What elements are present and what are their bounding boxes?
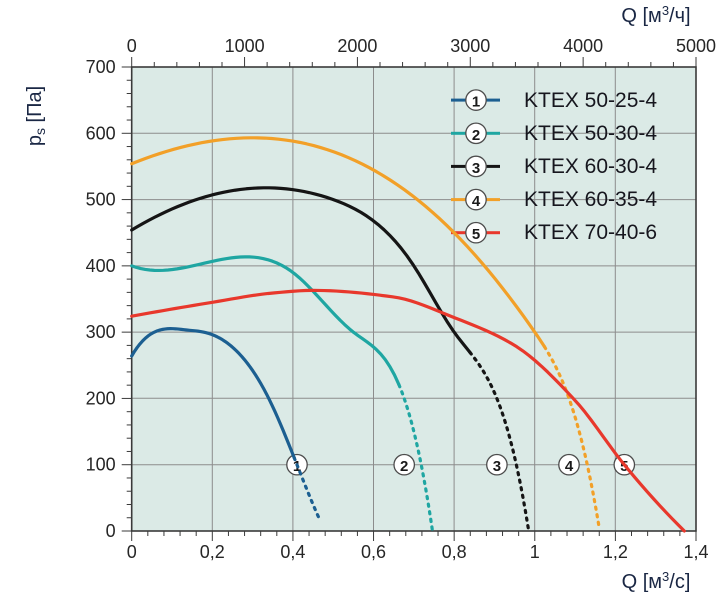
svg-text:4: 4 — [565, 458, 574, 475]
svg-text:1,2: 1,2 — [603, 542, 628, 562]
svg-text:Q [м3/ч]: Q [м3/ч] — [621, 3, 690, 27]
svg-text:1: 1 — [472, 94, 480, 111]
svg-text:4: 4 — [472, 193, 481, 210]
svg-text:0: 0 — [127, 542, 137, 562]
svg-text:0,2: 0,2 — [200, 542, 225, 562]
svg-text:300: 300 — [86, 322, 116, 342]
svg-text:0: 0 — [106, 521, 116, 541]
svg-text:5000: 5000 — [676, 36, 716, 56]
svg-text:700: 700 — [86, 57, 116, 77]
svg-text:KTEX 50-25-4: KTEX 50-25-4 — [524, 89, 657, 112]
svg-text:400: 400 — [86, 256, 116, 276]
svg-text:0: 0 — [127, 36, 137, 56]
svg-text:KTEX 60-30-4: KTEX 60-30-4 — [524, 155, 657, 178]
svg-text:200: 200 — [86, 388, 116, 408]
svg-text:0,4: 0,4 — [280, 542, 305, 562]
svg-text:KTEX 60-35-4: KTEX 60-35-4 — [524, 188, 657, 211]
svg-text:Q [м3/с]: Q [м3/с] — [622, 569, 691, 593]
svg-text:2000: 2000 — [337, 36, 377, 56]
svg-text:KTEX 70-40-6: KTEX 70-40-6 — [524, 221, 657, 244]
svg-text:5: 5 — [472, 226, 480, 243]
svg-text:0,8: 0,8 — [442, 542, 467, 562]
svg-text:0,6: 0,6 — [361, 542, 386, 562]
svg-text:3000: 3000 — [450, 36, 490, 56]
svg-text:3: 3 — [493, 458, 501, 475]
svg-text:2: 2 — [472, 127, 480, 144]
svg-text:ps [Пa]: ps [Пa] — [24, 86, 48, 146]
svg-text:4000: 4000 — [563, 36, 603, 56]
svg-text:KTEX 50-30-4: KTEX 50-30-4 — [524, 122, 657, 145]
svg-text:500: 500 — [86, 190, 116, 210]
svg-text:1000: 1000 — [225, 36, 265, 56]
svg-text:2: 2 — [400, 458, 408, 475]
svg-text:1: 1 — [530, 542, 540, 562]
svg-text:600: 600 — [86, 123, 116, 143]
svg-text:1,4: 1,4 — [683, 542, 708, 562]
svg-text:3: 3 — [472, 160, 480, 177]
svg-text:100: 100 — [86, 455, 116, 475]
